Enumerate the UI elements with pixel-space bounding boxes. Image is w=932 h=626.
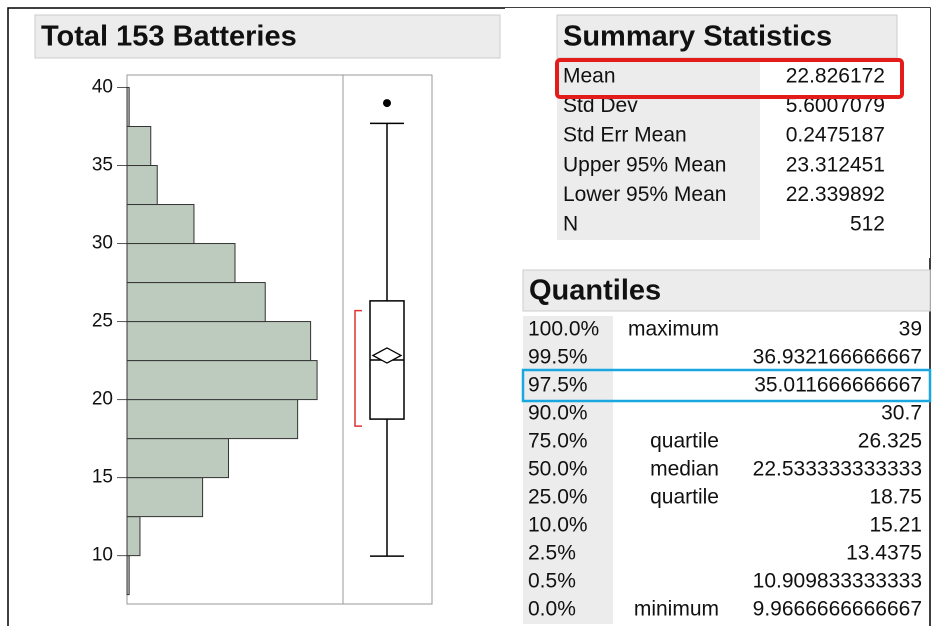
y-tick-label: 15 [92,467,113,488]
quantile-percent: 0.5% [528,570,576,593]
quantile-percent: 97.5% [528,374,588,397]
summary-label: Std Dev [563,94,638,117]
quantile-percent: 25.0% [528,486,588,509]
quantile-value: 13.4375 [846,542,922,565]
chart-title: Total 153 Batteries [41,21,297,53]
histogram-bar [126,477,204,518]
summary-value: 0.2475187 [786,124,885,147]
quantile-label: median [650,458,719,481]
quantile-value: 10.909833333333 [753,570,922,593]
summary-value: 23.312451 [786,153,885,176]
histogram-bar [126,399,299,440]
quantile-percent: 100.0% [528,318,599,341]
y-tick-label: 25 [92,311,113,332]
quantile-label: quartile [650,430,719,453]
y-tick-label: 20 [92,389,113,410]
summary-title: Summary Statistics [563,21,832,53]
highlight-quantile [521,368,932,403]
quantile-percent: 50.0% [528,458,588,481]
histogram-bar [126,555,130,596]
quantile-value: 35.011666666667 [754,374,922,397]
summary-label: Std Err Mean [563,124,687,147]
summary-label: N [563,213,578,236]
quantile-label: maximum [628,318,719,341]
quantiles-percent-column [523,316,613,624]
quantile-value: 15.21 [869,514,922,537]
title-bar [34,14,501,59]
quantile-label: minimum [634,598,719,621]
quantile-percent: 10.0% [528,514,588,537]
quantile-label: quartile [650,486,719,509]
y-tick-label: 30 [92,233,113,254]
histogram-bar [126,516,141,557]
summary-value: 5.6007079 [786,94,885,117]
quantile-percent: 90.0% [528,402,588,425]
quantiles-header [522,269,931,312]
summary-label: Lower 95% Mean [563,183,726,206]
quantile-value: 26.325 [858,430,922,453]
y-tick-label: 35 [92,155,113,176]
quantile-value: 22.533333333333 [753,458,922,481]
summary-label-column [557,60,760,240]
histogram-bar [126,438,230,479]
summary-label: Upper 95% Mean [563,153,726,176]
quantile-percent: 0.0% [528,598,576,621]
quantile-value: 30.7 [881,402,922,425]
histogram-bar [126,282,266,323]
quantile-percent: 2.5% [528,542,576,565]
highlight-mean [555,58,904,99]
quantile-value: 39 [899,318,922,341]
quantile-value: 18.75 [869,486,922,509]
quantile-percent: 99.5% [528,346,588,369]
histogram-bar [126,360,318,401]
histogram-bar [126,165,158,206]
summary-header [556,14,898,59]
quantile-value: 36.932166666667 [753,346,922,369]
shortest-half [354,309,362,427]
frame [7,7,931,626]
outlier [383,99,391,108]
histogram-bar [126,86,130,127]
y-tick-label: 10 [92,545,113,566]
summary-value: 22.339892 [786,183,885,206]
summary-value: 512 [850,213,885,236]
mean-diamond [371,347,403,364]
summary-label: Mean [563,65,616,88]
summary-value: 22.826172 [786,65,885,88]
histogram-bar [126,204,195,245]
y-tick-label: 40 [92,76,113,97]
histogram-bar [126,321,312,362]
quantile-value: 9.9666666666667 [753,598,922,621]
histogram-bar [126,125,152,167]
quantiles-title: Quantiles [529,275,661,307]
quantile-percent: 75.0% [528,430,588,453]
histogram-bar [126,243,236,284]
